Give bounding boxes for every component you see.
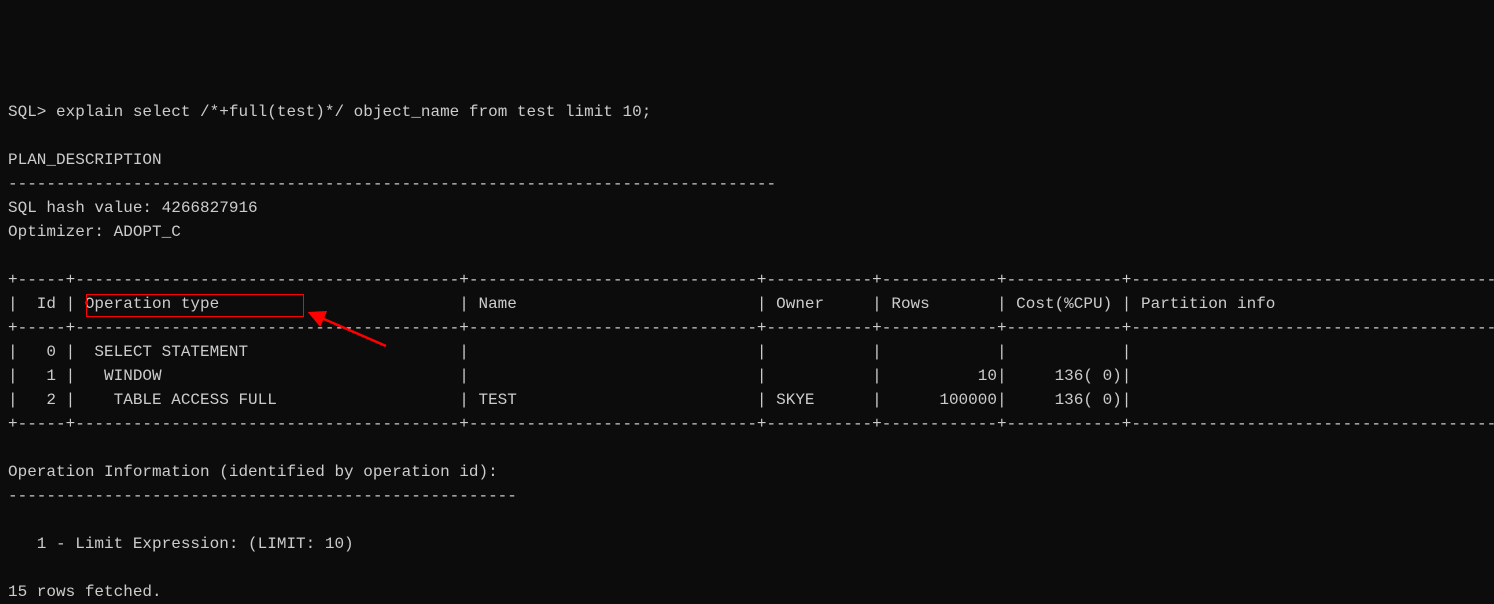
sql-hash-line: SQL hash value: 4266827916 bbox=[8, 199, 258, 217]
plan-description-header: PLAN_DESCRIPTION bbox=[8, 151, 162, 169]
rows-fetched-line: 15 rows fetched. bbox=[8, 583, 162, 601]
operation-info-header: Operation Information (identified by ope… bbox=[8, 463, 498, 481]
plan-table-row-1: | 1 | WINDOW | | | 10| 136( 0)| | bbox=[8, 367, 1494, 385]
plan-table-border-bottom: +-----+---------------------------------… bbox=[8, 415, 1494, 433]
plan-description-rule: ----------------------------------------… bbox=[8, 175, 776, 193]
sql-command: explain select /*+full(test)*/ object_na… bbox=[56, 103, 651, 121]
sql-prompt: SQL> bbox=[8, 103, 56, 121]
operation-info-rule: ----------------------------------------… bbox=[8, 487, 517, 505]
plan-table-header: | Id | Operation type | Name | Owner | R… bbox=[8, 295, 1494, 313]
plan-table-row-0: | 0 | SELECT STATEMENT | | | | | | bbox=[8, 343, 1494, 361]
plan-table-header-sep: +-----+---------------------------------… bbox=[8, 319, 1494, 337]
plan-table-border-top: +-----+---------------------------------… bbox=[8, 271, 1494, 289]
optimizer-line: Optimizer: ADOPT_C bbox=[8, 223, 181, 241]
operation-info-detail: 1 - Limit Expression: (LIMIT: 10) bbox=[8, 535, 354, 553]
plan-table-row-2: | 2 | TABLE ACCESS FULL | TEST | SKYE | … bbox=[8, 391, 1494, 409]
terminal-output: SQL> explain select /*+full(test)*/ obje… bbox=[8, 103, 1494, 601]
